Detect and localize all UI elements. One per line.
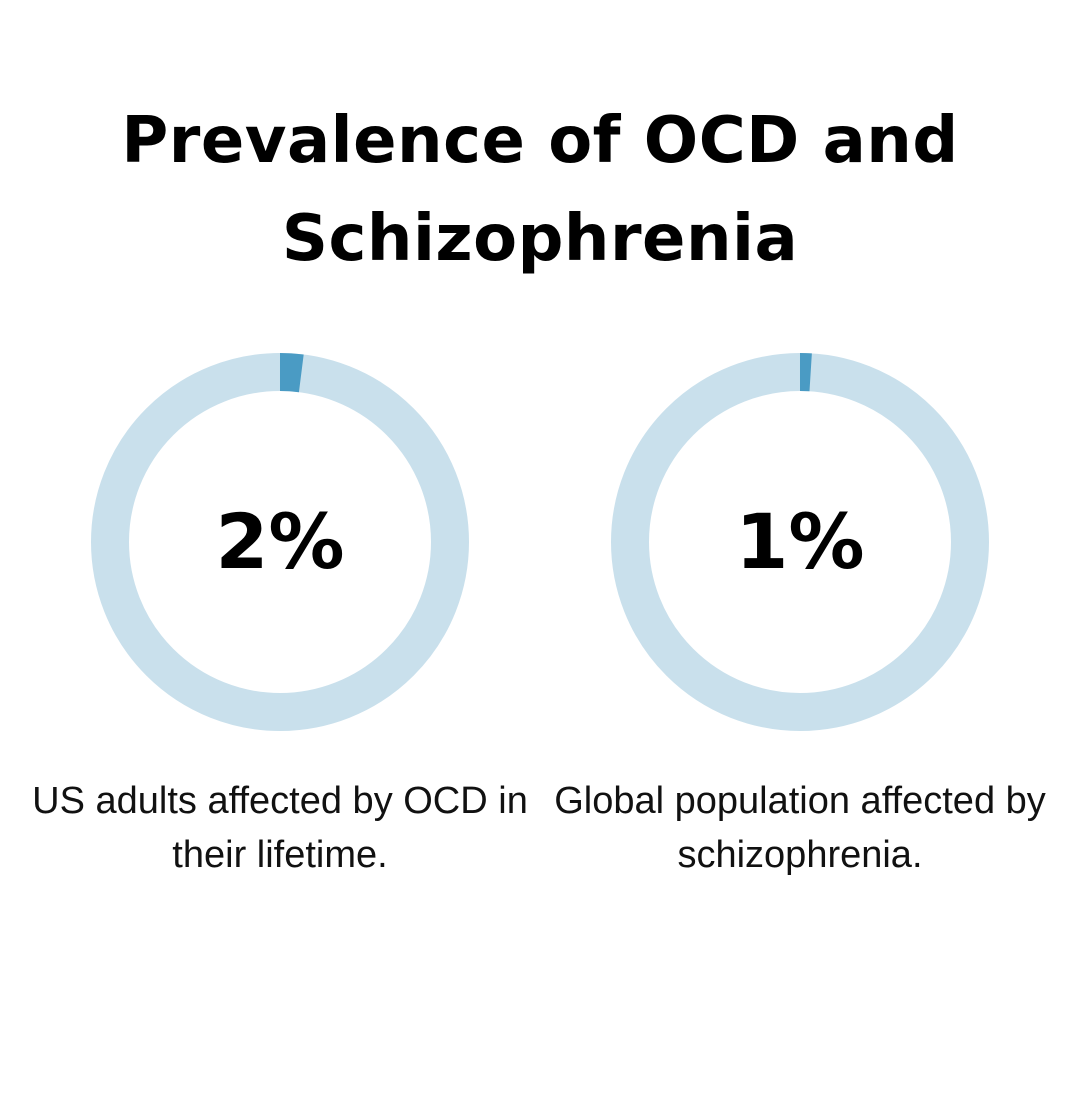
schizophrenia-donut-chart — [610, 352, 990, 732]
schizophrenia-value-label: 1% — [735, 497, 865, 586]
schizophrenia-donut-svg — [611, 352, 989, 731]
page-title: Prevalence of OCD and Schizophrenia — [121, 104, 959, 276]
schizophrenia-caption: Global population affected by schizophre… — [554, 780, 1046, 876]
ocd-donut-svg — [91, 353, 469, 731]
ocd-caption: US adults affected by OCD in their lifet… — [32, 780, 528, 876]
ocd-donut-slice — [279, 353, 304, 393]
ocd-value-label: 2% — [215, 497, 345, 586]
ocd-donut-chart — [90, 352, 470, 732]
